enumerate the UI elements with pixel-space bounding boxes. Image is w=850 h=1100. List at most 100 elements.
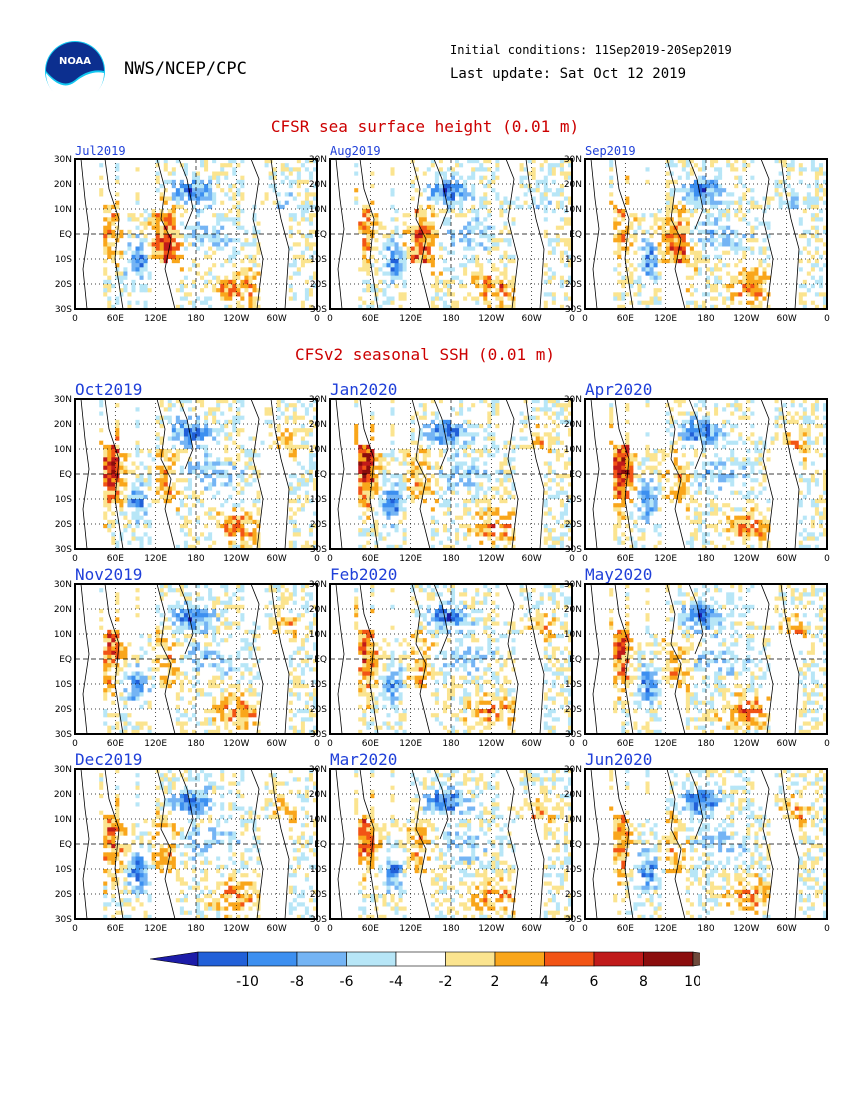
heatmap-cell [87, 271, 92, 277]
heatmap-cell [312, 254, 318, 260]
heatmap-cell [555, 279, 561, 285]
heatmap-cell [547, 196, 553, 202]
heatmap-cell [204, 204, 209, 210]
heatmap-cell [378, 250, 383, 256]
heatmap-cell [475, 196, 480, 202]
heatmap-cell [244, 300, 249, 306]
heatmap-cell [276, 259, 282, 264]
heatmap-cell [111, 296, 116, 302]
heatmap-cell [107, 204, 112, 210]
heatmap-cell [589, 184, 594, 189]
heatmap-cell [292, 229, 298, 235]
heatmap-cell [216, 292, 221, 297]
heatmap-cell [730, 196, 735, 202]
heatmap-cell [300, 271, 306, 277]
panel-title: Sep2019 [585, 144, 636, 158]
heatmap-cell [147, 238, 153, 243]
heatmap-cell [111, 300, 116, 306]
heatmap-cell [191, 300, 197, 306]
heatmap-cell [754, 179, 759, 185]
heatmap-cell [358, 288, 363, 293]
heatmap-cell [402, 259, 408, 264]
heatmap-cell [519, 196, 524, 202]
heatmap-cell [75, 171, 80, 177]
heatmap-cell [167, 238, 173, 243]
heatmap-cell [171, 209, 177, 214]
heatmap-cell [268, 234, 274, 239]
heatmap-cell [629, 192, 634, 197]
heatmap-cell [119, 229, 124, 235]
heatmap-cell [127, 179, 132, 185]
heatmap-cell [689, 179, 695, 185]
heatmap-cell [499, 246, 504, 252]
heatmap-cell [523, 184, 529, 189]
heatmap-cell [147, 200, 153, 206]
heatmap-cell [268, 221, 274, 227]
heatmap-cell [304, 267, 310, 272]
heatmap-cell [495, 254, 500, 260]
heatmap-cell [617, 163, 622, 168]
heatmap-cell [438, 259, 444, 264]
heatmap-cell [434, 292, 440, 297]
heatmap-cell [167, 204, 173, 210]
heatmap-cell [151, 163, 157, 168]
heatmap-cell [495, 163, 500, 168]
heatmap-cell [422, 292, 428, 297]
heatmap-cell [163, 188, 169, 193]
heatmap-cell [232, 259, 237, 264]
heatmap-cell [127, 254, 132, 260]
heatmap-cell [394, 179, 399, 185]
heatmap-cell [107, 179, 112, 185]
heatmap-cell [394, 221, 399, 227]
heatmap-cell [338, 213, 343, 218]
heatmap-cell [471, 296, 476, 302]
heatmap-cell [617, 175, 622, 181]
heatmap-cell [746, 184, 751, 189]
heatmap-cell [228, 304, 233, 310]
heatmap-cell [362, 196, 367, 202]
heatmap-cell [228, 179, 233, 185]
heatmap-cell [280, 159, 286, 164]
heatmap-cell [248, 304, 253, 310]
heatmap-cell [390, 242, 395, 247]
heatmap-cell [531, 300, 537, 306]
heatmap-cell [770, 188, 775, 193]
heatmap-cell [79, 171, 84, 177]
heatmap-cell [446, 163, 452, 168]
heatmap-cell [585, 167, 590, 172]
heatmap-cell [422, 271, 428, 277]
heatmap-cell [358, 179, 363, 185]
heatmap-cell [260, 267, 265, 272]
heatmap-cell [426, 250, 432, 256]
heatmap-cell [179, 300, 185, 306]
heatmap-cell [479, 242, 484, 247]
heatmap-cell [677, 179, 683, 185]
heatmap-cell [434, 204, 440, 210]
heatmap-cell [232, 250, 237, 256]
heatmap-cell [276, 188, 282, 193]
heatmap-cell [236, 242, 241, 247]
heatmap-cell [491, 259, 496, 264]
heatmap-cell [410, 163, 416, 168]
heatmap-cell [547, 225, 553, 231]
heatmap-cell [507, 275, 512, 281]
heatmap-cell [410, 209, 416, 214]
heatmap-cell [782, 188, 788, 193]
heatmap-cell [495, 300, 500, 306]
heatmap-cell [491, 288, 496, 293]
heatmap-cell [523, 254, 529, 260]
heatmap-cell [151, 179, 157, 185]
heatmap-cell [467, 250, 472, 256]
heatmap-cell [503, 225, 508, 231]
heatmap-cell [240, 238, 245, 243]
heatmap-cell [248, 259, 253, 264]
heatmap-cell [685, 192, 691, 197]
heatmap-cell [394, 242, 399, 247]
heatmap-cell [398, 296, 403, 302]
heatmap-cell [95, 275, 100, 281]
heatmap-cell [515, 275, 520, 281]
heatmap-cell [252, 279, 257, 285]
heatmap-cell [519, 225, 524, 231]
heatmap-cell [103, 192, 108, 197]
heatmap-cell [491, 225, 496, 231]
